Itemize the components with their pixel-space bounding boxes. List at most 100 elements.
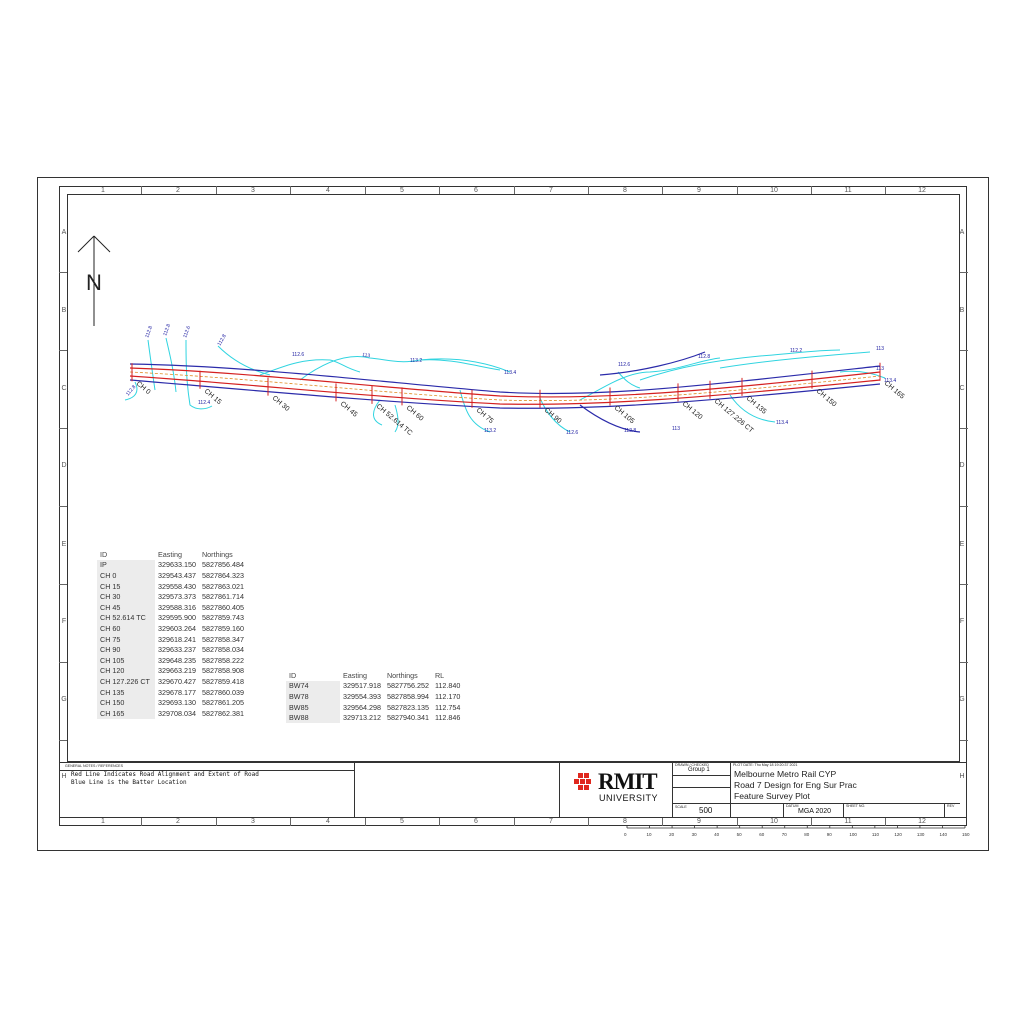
table-header-row: ID Easting Northings RL: [286, 670, 463, 681]
table-row: CH 120 329663.219 5827858.908: [97, 665, 247, 677]
grid-row-right: E: [959, 541, 965, 548]
grid-row-left: E: [61, 541, 67, 548]
scale-value: 500: [699, 806, 713, 815]
grid-col-bottom: 12: [918, 818, 926, 825]
grid-division-tick: [365, 186, 366, 194]
grid-division-tick: [439, 818, 440, 826]
contour-label: 112.8: [144, 325, 154, 339]
contour-label: 113: [876, 366, 884, 372]
table-cell: 5827859.160: [201, 623, 244, 633]
logo-text: RMIT: [598, 769, 658, 794]
table-row: CH 105 329648.235 5827858.222: [97, 654, 247, 666]
table-cell: 5827858.034: [201, 645, 244, 655]
table-cell: 329670.427: [158, 676, 196, 686]
table-cell: CH 15: [97, 580, 155, 592]
scale-bar-label: 10: [647, 832, 653, 837]
grid-division-tick: [737, 818, 738, 826]
table-row: CH 52.614 TC 329595.900 5827859.743: [97, 612, 247, 624]
table-cell: 5827856.484: [201, 560, 244, 570]
table-cell: 329558.430: [158, 581, 196, 591]
grid-division-tick: [811, 818, 812, 826]
grid-division-tick: [662, 186, 663, 194]
table-cell: 5827858.222: [201, 655, 244, 665]
table-cell: 5827858.908: [201, 666, 244, 676]
table-cell: CH 135: [97, 686, 155, 698]
contour-label: 113.2: [410, 358, 422, 364]
table-cell: 5827860.405: [201, 602, 244, 612]
table-cell: CH 90: [97, 644, 155, 655]
table-row: BW78 329554.393 5827858.994 112.170: [286, 691, 463, 702]
table-header-cell: ID: [100, 549, 108, 559]
grid-division-tick: [59, 350, 67, 351]
contour-label: 113.4: [776, 420, 788, 426]
sheet-label: SHEET NO.: [846, 804, 866, 808]
grid-col-bottom: 9: [697, 818, 701, 825]
grid-row-right: D: [959, 462, 965, 469]
scale-bar-label: 120: [894, 832, 902, 837]
note-2: Blue Line is the Batter Location: [71, 779, 187, 786]
grid-division-tick: [59, 506, 67, 507]
table-cell: 5827940.341: [386, 713, 429, 723]
scale-bar-label: 40: [714, 832, 720, 837]
grid-division-tick: [59, 428, 67, 429]
grid-col-top: 8: [623, 187, 627, 194]
grid-division-tick: [365, 818, 366, 826]
contour-label: 112.6: [182, 325, 192, 339]
grid-col-top: 9: [697, 187, 701, 194]
grid-row-right: H: [959, 773, 965, 780]
table-row: BW74 329517.918 5827756.252 112.840: [286, 680, 463, 692]
datum-label: DATUM: [786, 804, 799, 808]
grid-division-tick: [216, 186, 217, 194]
scale-bar-label: 0: [624, 832, 627, 837]
grid-division-tick: [662, 818, 663, 826]
grid-division-tick: [290, 818, 291, 826]
grid-col-top: 2: [176, 187, 180, 194]
scale-bar-label: 130: [917, 832, 925, 837]
table-cell: 5827858.994: [386, 691, 429, 701]
table-cell: CH 60: [97, 623, 155, 634]
grid-row-right: A: [959, 229, 965, 236]
grid-col-top: 1: [101, 187, 105, 194]
table-row: CH 30 329573.373 5827861.714: [97, 591, 247, 602]
table-row: BW88 329713.212 5827940.341 112.846: [286, 712, 463, 723]
grid-division-tick: [59, 584, 67, 585]
table-cell: 329648.235: [158, 655, 196, 665]
grid-col-top: 11: [844, 187, 852, 194]
datum-value: MGA 2020: [798, 808, 832, 815]
contour-label: 112.2: [790, 348, 802, 354]
grid-col-top: 3: [251, 187, 255, 194]
contour-label: 113: [362, 352, 371, 359]
table-cell: 329595.900: [158, 613, 196, 623]
centre-line: [129, 371, 881, 402]
grid-division-tick: [439, 186, 440, 194]
grid-row-left: F: [61, 618, 67, 625]
grid-division-tick: [59, 272, 67, 273]
table-header-row: ID Easting Northings: [97, 549, 247, 560]
grid-division-tick: [885, 186, 886, 194]
table-cell: CH 165: [97, 707, 155, 719]
grid-col-bottom: 11: [844, 818, 852, 825]
grid-col-bottom: 4: [326, 818, 330, 825]
table-cell: 329693.130: [158, 698, 196, 708]
note-1: Red Line Indicates Road Alignment and Ex…: [71, 771, 259, 778]
rmit-logo: [572, 771, 596, 798]
grid-division-tick: [216, 818, 217, 826]
table-header-cell: Easting: [158, 549, 182, 559]
table-cell: 329564.298: [343, 702, 381, 712]
grid-col-top: 4: [326, 187, 330, 194]
grid-division-tick: [960, 584, 968, 585]
table-cell: 329543.437: [158, 570, 196, 580]
table-cell: BW74: [286, 680, 340, 692]
table-row: CH 150 329693.130 5827861.205: [97, 697, 247, 708]
drawing-title: Feature Survey Plot: [734, 791, 810, 801]
table-cell: CH 105: [97, 654, 155, 666]
grid-col-bottom: 6: [474, 818, 478, 825]
grid-division-tick: [960, 350, 968, 351]
subject-title: Road 7 Design for Eng Sur Prac: [734, 780, 857, 790]
grid-division-tick: [514, 186, 515, 194]
table-row: CH 75 329618.241 5827858.347: [97, 633, 247, 645]
rev-label: REV: [947, 804, 955, 808]
chainage-ticks: [131, 362, 881, 408]
grid-division-tick: [960, 506, 968, 507]
